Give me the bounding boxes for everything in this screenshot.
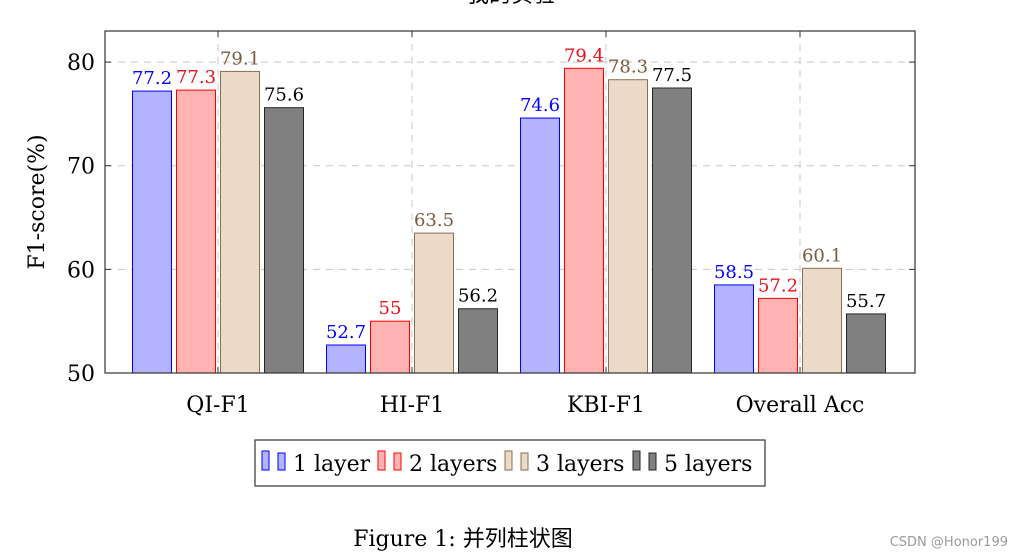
bar — [758, 297, 798, 374]
bar-value-label: 63.5 — [414, 210, 454, 231]
bar — [520, 117, 560, 374]
bar — [714, 284, 754, 374]
bar — [176, 89, 216, 374]
figure-caption: Figure 1: 并列柱状图 — [353, 527, 573, 552]
bar-value-label: 77.3 — [176, 67, 216, 88]
bar-value-label: 52.7 — [326, 322, 366, 343]
legend-label: 3 layers — [536, 452, 624, 477]
bar — [652, 87, 692, 374]
x-tick-label: KBI-F1 — [567, 393, 645, 418]
bar-value-label: 79.1 — [220, 48, 260, 69]
legend-swatch — [520, 452, 529, 471]
value-labels: 77.2 77.379.175.6 52.7 55 63.5 56.2 74.6 79.478… — [132, 45, 886, 343]
bars — [132, 67, 886, 374]
bar — [802, 267, 842, 374]
legend-swatch — [377, 450, 386, 471]
bar-value-label: 79.4 — [564, 45, 604, 66]
plot-frame — [104, 30, 916, 374]
legend-label: 2 layers — [409, 452, 497, 477]
bar-value-label: 75.6 — [264, 85, 304, 106]
x-tick-label: QI-F1 — [186, 393, 249, 418]
legend-swatch — [632, 450, 641, 471]
y-axis-ticks: 50 60 70 80 — [67, 51, 915, 387]
y-tick-label: 50 — [67, 362, 95, 387]
bar-value-label: 74.6 — [520, 95, 560, 116]
legend: 1 layer 2 layers 3 layers 5 layers — [254, 439, 766, 487]
legend-item: 1 layer — [261, 450, 371, 477]
legend-swatch — [648, 452, 657, 471]
y-tick-label: 70 — [67, 155, 95, 180]
legend-box — [254, 439, 766, 487]
bar — [458, 308, 498, 374]
bar-value-label: 55 — [379, 298, 402, 319]
bar — [846, 313, 886, 374]
legend-item: 2 layers — [377, 450, 497, 477]
bar-value-label: 56.2 — [458, 286, 498, 307]
x-axis-ticks: QI-F1 HI-F1 KBI-F1 Overall Acc — [186, 31, 864, 418]
legend-swatch — [393, 452, 402, 471]
bar — [264, 107, 304, 374]
bar — [608, 79, 648, 374]
bar-value-label: 55.7 — [846, 291, 886, 312]
bar-value-label: 78.3 — [608, 57, 648, 78]
bar — [414, 232, 454, 374]
bar-value-label: 57.2 — [758, 275, 798, 296]
bar-value-label: 60.1 — [802, 245, 842, 266]
y-tick-label: 80 — [67, 51, 95, 76]
x-tick-label: HI-F1 — [380, 393, 445, 418]
y-axis-label: F1-score(%) — [25, 134, 50, 269]
legend-swatch — [277, 452, 286, 471]
legend-swatch — [504, 450, 513, 471]
bar — [132, 90, 172, 374]
bar — [564, 67, 604, 374]
legend-item: 5 layers — [632, 450, 752, 477]
bar — [370, 320, 410, 374]
legend-label: 1 layer — [293, 452, 371, 477]
watermark: CSDN @Honor199 — [890, 535, 1008, 550]
chart-title: 我的实验 — [467, 0, 555, 8]
bar-value-label: 58.5 — [714, 262, 754, 283]
bar — [326, 344, 366, 374]
bar-value-label: 77.2 — [132, 68, 172, 89]
legend-item: 3 layers — [504, 450, 624, 477]
y-tick-label: 60 — [67, 258, 95, 283]
x-tick-label: Overall Acc — [736, 393, 865, 418]
bar — [220, 70, 260, 374]
legend-swatch — [261, 450, 270, 471]
bar-value-label: 77.5 — [652, 65, 692, 86]
legend-label: 5 layers — [664, 452, 752, 477]
